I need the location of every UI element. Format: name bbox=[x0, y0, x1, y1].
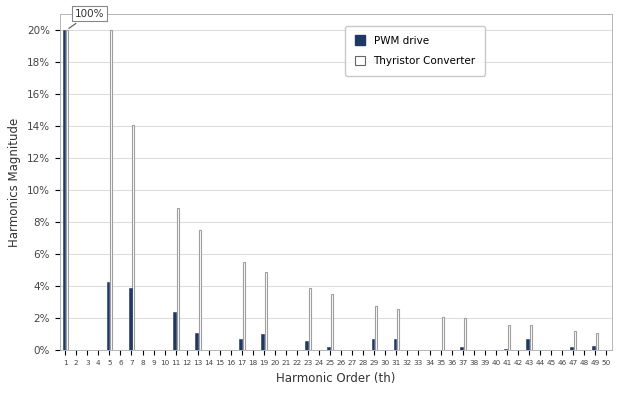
Bar bbox=[195, 333, 198, 351]
Bar bbox=[199, 230, 201, 351]
Bar bbox=[306, 341, 308, 351]
Bar bbox=[375, 305, 378, 351]
Bar bbox=[592, 345, 595, 351]
Y-axis label: Harmonics Magnitude: Harmonics Magnitude bbox=[8, 118, 21, 247]
Bar bbox=[261, 334, 264, 351]
Bar bbox=[107, 281, 110, 351]
Bar bbox=[173, 312, 175, 351]
Bar bbox=[397, 309, 399, 351]
Bar bbox=[327, 347, 330, 351]
Bar bbox=[66, 30, 68, 351]
Bar bbox=[394, 339, 396, 351]
Bar bbox=[129, 288, 131, 351]
Bar bbox=[239, 339, 242, 351]
Bar bbox=[596, 333, 598, 351]
Bar bbox=[110, 30, 112, 351]
Bar bbox=[371, 339, 374, 351]
Bar bbox=[570, 347, 573, 351]
Bar bbox=[441, 317, 443, 351]
Text: 100%: 100% bbox=[69, 9, 104, 28]
Legend: PWM drive, Thyristor Converter: PWM drive, Thyristor Converter bbox=[345, 26, 485, 75]
Bar bbox=[309, 288, 311, 351]
Bar bbox=[508, 325, 510, 351]
Bar bbox=[177, 208, 179, 351]
Bar bbox=[464, 318, 466, 351]
X-axis label: Harmonic Order (th): Harmonic Order (th) bbox=[276, 372, 396, 385]
Bar bbox=[133, 125, 135, 351]
Bar bbox=[460, 347, 463, 351]
Bar bbox=[243, 262, 245, 351]
Bar bbox=[526, 339, 529, 351]
Bar bbox=[504, 349, 507, 351]
Bar bbox=[63, 30, 65, 351]
Bar bbox=[574, 331, 576, 351]
Bar bbox=[530, 325, 532, 351]
Bar bbox=[265, 272, 267, 351]
Bar bbox=[331, 294, 333, 351]
